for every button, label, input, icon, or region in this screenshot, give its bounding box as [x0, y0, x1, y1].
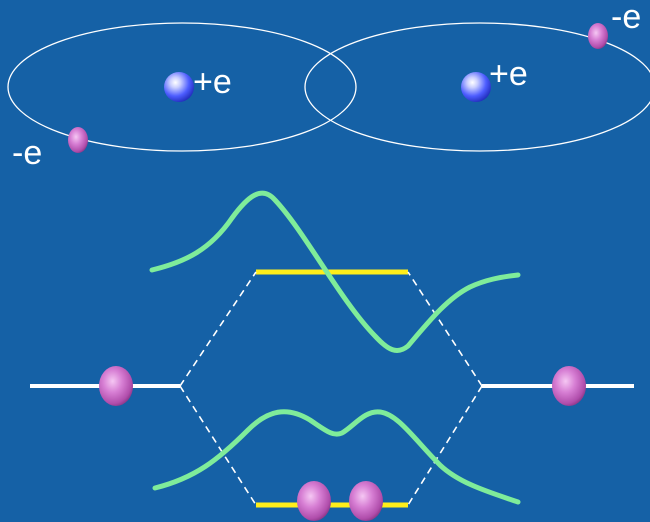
- left-orbit-electron: [68, 127, 88, 153]
- left-to-antibonding-line: [179, 271, 257, 387]
- right-nucleus-label: +e: [489, 55, 528, 93]
- left-atom-orbit: [7, 22, 357, 152]
- left-atomic-electron: [99, 366, 133, 406]
- right-to-antibonding-line: [407, 271, 483, 387]
- correlation-lines: [179, 271, 483, 506]
- right-atomic-electron: [552, 366, 586, 406]
- bonding-wavefunction: [152, 409, 521, 505]
- right-nucleus: [461, 72, 491, 102]
- right-atom-orbit: [304, 22, 650, 152]
- antibonding-wavefunction: [149, 190, 521, 353]
- left-to-bonding-line: [179, 385, 257, 506]
- left-nucleus: [164, 72, 194, 102]
- bonding-electron-2: [349, 481, 383, 521]
- left-nucleus-label: +e: [193, 63, 232, 101]
- left-electron-label: -e: [12, 134, 42, 172]
- bonding-electron-1: [297, 481, 331, 521]
- right-electron-label: -e: [611, 0, 641, 36]
- right-orbit-electron: [588, 23, 608, 49]
